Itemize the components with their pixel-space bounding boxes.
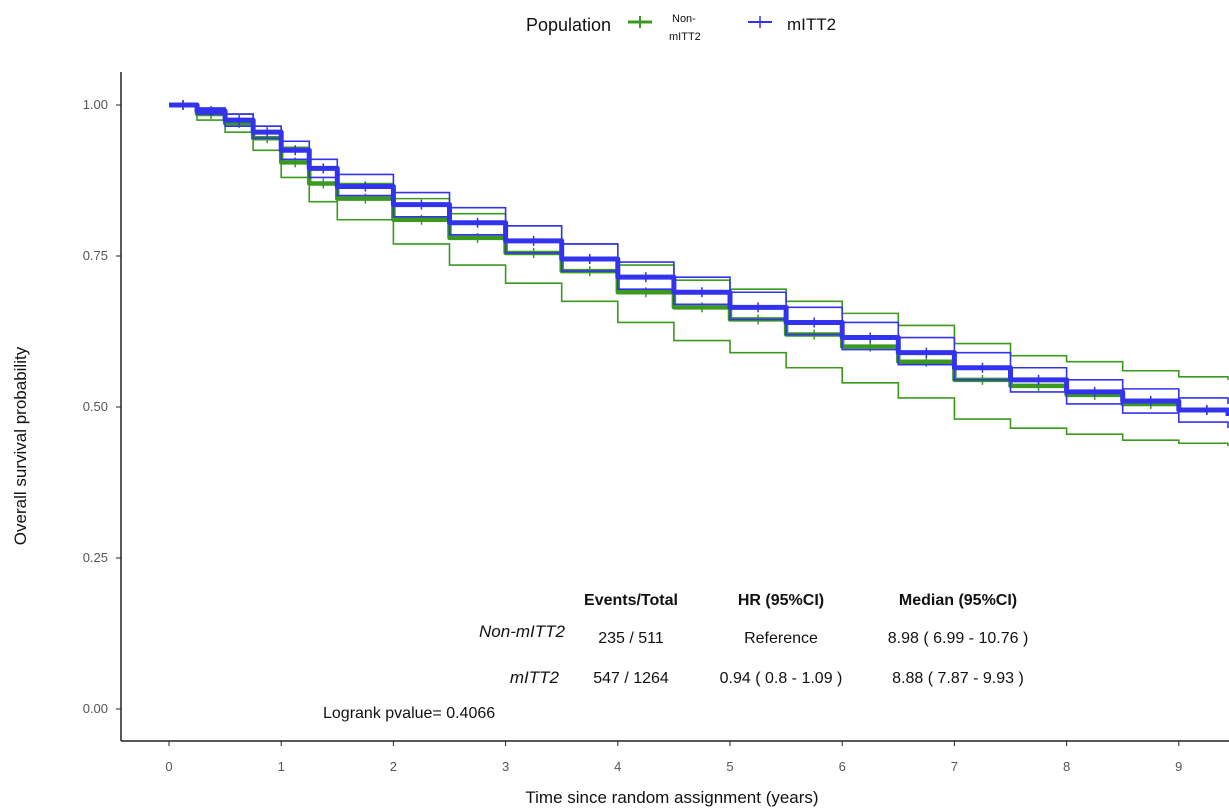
legend: Population Non- mITT2 mITT2 — [526, 13, 836, 43]
ci-upper-mitt2 — [169, 104, 1229, 404]
x-tick-label: 8 — [1063, 759, 1070, 774]
table-header-events: Events/Total — [584, 592, 678, 609]
table-cell-non-mitt2-hr: Reference — [744, 630, 818, 647]
table-row-label-mitt2: mITT2 — [510, 668, 560, 687]
x-tick-label: 1 — [278, 759, 285, 774]
y-tick-label: 0.00 — [83, 701, 108, 716]
table-cell-non-mitt2-events: 235 / 511 — [598, 630, 664, 647]
y-axis-ticks: 0.00 0.25 0.50 0.75 1.00 — [83, 97, 121, 716]
y-tick-label: 0.50 — [83, 399, 108, 414]
logrank-pvalue-annotation: Logrank pvalue= 0.4066 — [323, 705, 495, 722]
x-tick-label: 0 — [165, 759, 172, 774]
table-cell-mitt2-hr: 0.94 ( 0.8 - 1.09 ) — [720, 670, 843, 687]
y-tick-label: 0.25 — [83, 550, 108, 565]
table-header-hr: HR (95%CI) — [738, 592, 824, 609]
table-cell-mitt2-events: 547 / 1264 — [593, 670, 669, 687]
legend-label-mitt2: mITT2 — [787, 15, 836, 34]
legend-label-non-mitt2-line2: mITT2 — [669, 31, 701, 43]
x-tick-label: 6 — [839, 759, 846, 774]
survival-curves — [169, 100, 1229, 447]
legend-title: Population — [526, 15, 611, 35]
table-row-label-non-mitt2: Non-mITT2 — [479, 622, 566, 641]
x-tick-label: 4 — [614, 759, 621, 774]
legend-key-non-mitt2 — [628, 16, 652, 28]
summary-table: Events/Total HR (95%CI) Median (95%CI) N… — [479, 592, 1028, 687]
x-axis-ticks: 0 1 2 3 4 5 6 7 8 9 — [165, 741, 1182, 774]
x-tick-label: 2 — [390, 759, 397, 774]
y-axis-title: Overall survival probability — [11, 346, 30, 545]
table-cell-non-mitt2-median: 8.98 ( 6.99 - 10.76 ) — [888, 630, 1029, 647]
x-tick-label: 3 — [502, 759, 509, 774]
y-tick-label: 0.75 — [83, 248, 108, 263]
legend-key-mitt2 — [748, 16, 772, 28]
survival-line-non-mitt2 — [169, 102, 1229, 414]
legend-label-non-mitt2-line1: Non- — [672, 13, 696, 25]
x-tick-label: 5 — [726, 759, 733, 774]
ci-upper-non-mitt2 — [169, 104, 1229, 380]
table-cell-mitt2-median: 8.88 ( 7.87 - 9.93 ) — [892, 670, 1024, 687]
y-tick-label: 1.00 — [83, 97, 108, 112]
table-header-median: Median (95%CI) — [899, 592, 1017, 609]
censor-marks-mitt2 — [182, 100, 1208, 416]
x-tick-label: 9 — [1175, 759, 1182, 774]
survival-line-mitt2 — [169, 102, 1229, 417]
x-tick-label: 7 — [951, 759, 958, 774]
x-axis-title: Time since random assignment (years) — [525, 788, 818, 807]
